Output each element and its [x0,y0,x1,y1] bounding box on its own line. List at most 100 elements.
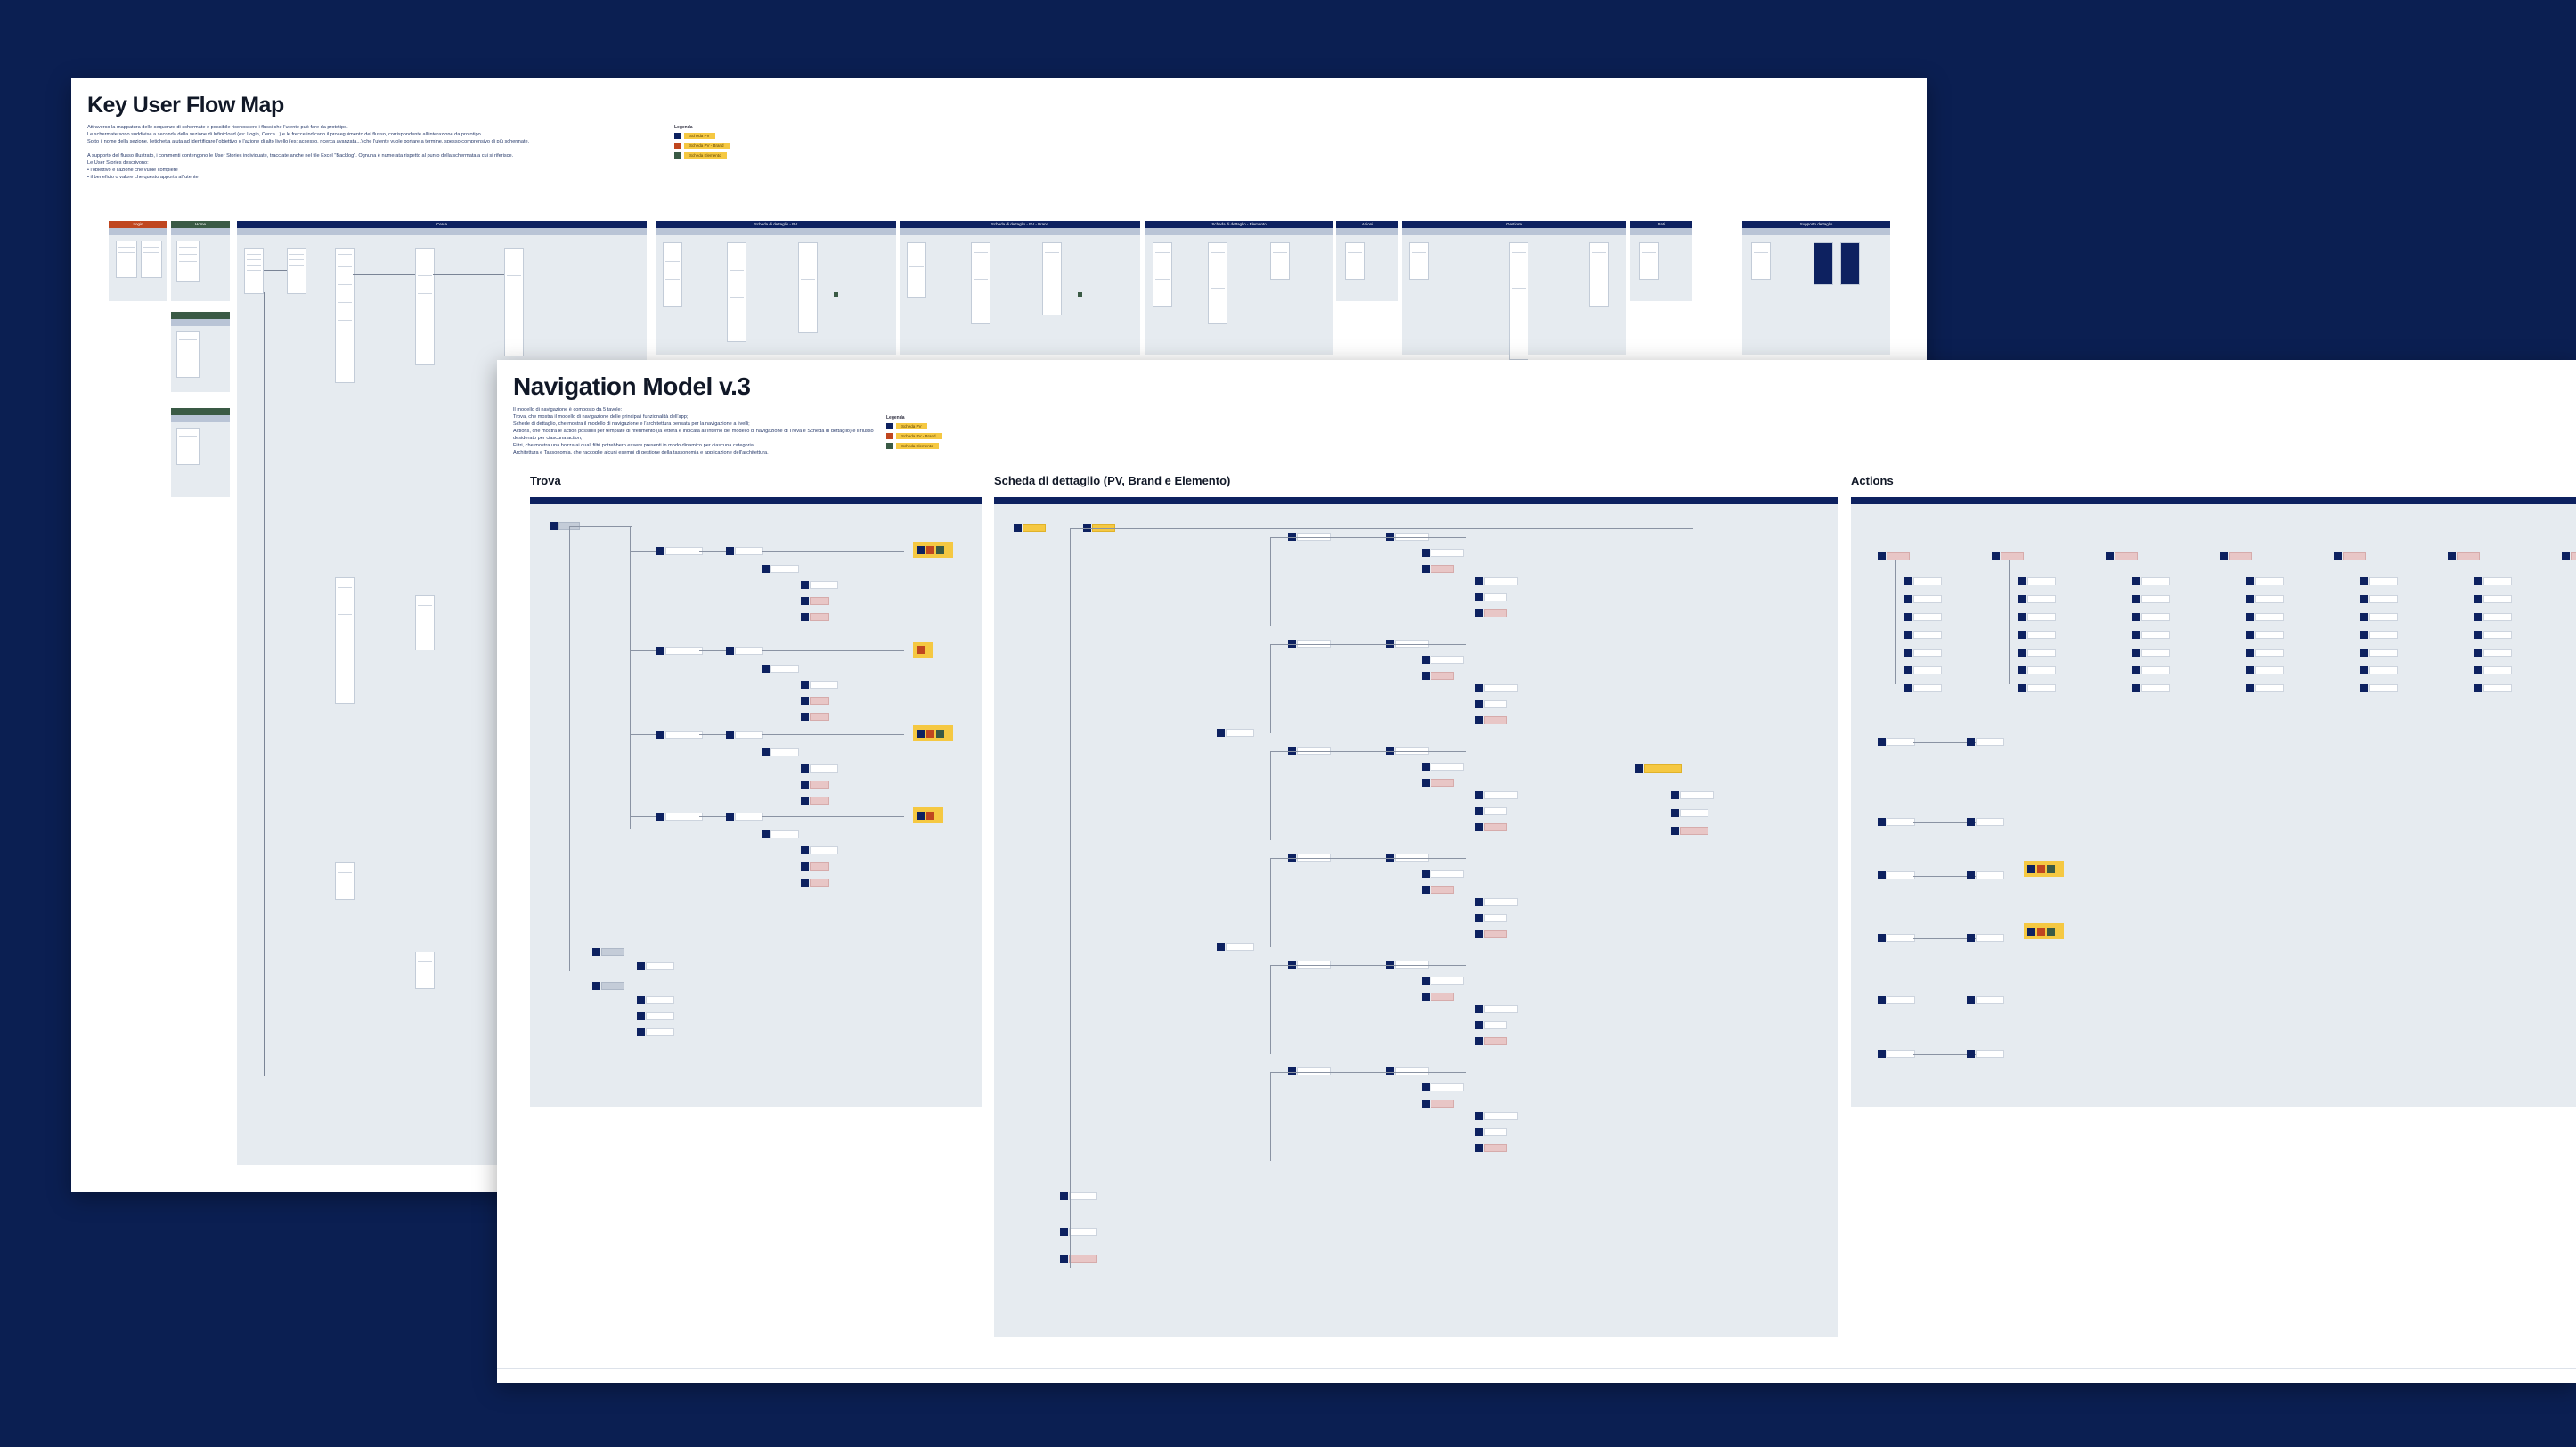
screen-thumbnail[interactable] [244,248,264,294]
nav-node[interactable] [1422,993,1454,1001]
screen-thumbnail[interactable] [663,242,682,307]
nav-node[interactable] [2132,631,2170,639]
nav-node[interactable] [2474,577,2512,585]
nav-node[interactable] [1475,791,1518,799]
nav-node[interactable] [762,665,799,673]
nav-node[interactable] [2360,684,2398,692]
screen-thumbnail[interactable] [727,242,746,342]
nav-node[interactable] [2474,613,2512,621]
nav-node[interactable] [1288,1067,1331,1075]
nav-node[interactable] [1635,764,1682,773]
nav-node[interactable] [801,764,838,773]
nav-node[interactable] [1386,747,1429,755]
nav-node[interactable] [637,996,674,1004]
nav-node[interactable] [1878,871,1915,879]
nav-node[interactable] [801,797,829,805]
screen-thumbnail[interactable] [1270,242,1290,280]
nav-node[interactable] [801,862,829,871]
nav-node[interactable] [762,830,799,838]
nav-node[interactable] [1386,1067,1429,1075]
nav-node[interactable] [1288,854,1331,862]
screen-thumbnail[interactable] [1409,242,1429,280]
nav-node[interactable] [1422,977,1464,985]
nav-node[interactable] [1904,595,1942,603]
nav-node[interactable] [2132,613,2170,621]
nav-node[interactable] [2360,666,2398,674]
screen-thumbnail[interactable] [1208,242,1227,324]
nav-node[interactable] [1878,1050,1915,1058]
nav-node[interactable] [726,647,763,655]
nav-node[interactable] [1288,961,1331,969]
nav-node[interactable] [656,813,703,821]
nav-node[interactable] [2246,684,2284,692]
nav-node[interactable] [2360,595,2398,603]
nav-node[interactable] [801,713,829,721]
screen-thumbnail[interactable] [1509,242,1528,360]
nav-node[interactable] [801,846,838,854]
nav-node[interactable] [2246,631,2284,639]
nav-node[interactable] [1475,1144,1507,1152]
nav-node[interactable] [1967,871,2004,879]
nav-node[interactable] [2474,684,2512,692]
nav-node[interactable] [801,597,829,605]
screen-thumbnail[interactable] [1345,242,1365,280]
nav-node[interactable] [801,781,829,789]
nav-node[interactable] [1878,818,1915,826]
screen-thumbnail[interactable] [1589,242,1609,307]
nav-node[interactable] [1014,524,1046,532]
nav-node[interactable] [2132,595,2170,603]
nav-node[interactable] [2474,666,2512,674]
nav-node[interactable] [1671,809,1708,817]
action-group[interactable] [2024,861,2064,877]
nav-node[interactable] [1967,934,2004,942]
nav-node[interactable] [1422,1100,1454,1108]
screen-thumbnail[interactable] [1840,242,1860,285]
nav-node[interactable] [1475,1005,1518,1013]
nav-node[interactable] [1967,818,2004,826]
nav-node[interactable] [637,962,674,970]
screen-thumbnail[interactable] [287,248,306,294]
nav-node[interactable] [1386,854,1429,862]
nav-node[interactable] [1422,672,1454,680]
nav-node[interactable] [1992,552,2024,560]
nav-node[interactable] [1967,738,2004,746]
nav-node[interactable] [1060,1228,1097,1236]
nav-node[interactable] [2246,595,2284,603]
nav-node[interactable] [2018,595,2056,603]
nav-node[interactable] [1288,533,1331,541]
nav-node[interactable] [762,748,799,756]
nav-node[interactable] [1422,870,1464,878]
nav-node[interactable] [1475,593,1507,601]
nav-node[interactable] [2474,631,2512,639]
nav-node[interactable] [2132,577,2170,585]
nav-node[interactable] [1386,533,1429,541]
nav-node[interactable] [2220,552,2252,560]
nav-node[interactable] [1422,763,1464,771]
action-group[interactable] [2024,923,2064,939]
nav-node[interactable] [2018,577,2056,585]
screen-thumbnail[interactable] [798,242,818,333]
nav-node[interactable] [1878,552,1910,560]
trova-panel[interactable] [530,497,982,1107]
nav-node[interactable] [656,547,703,555]
nav-node[interactable] [1475,898,1518,906]
nav-node[interactable] [656,647,703,655]
nav-node[interactable] [1217,729,1254,737]
screen-thumbnail[interactable] [1814,242,1833,285]
nav-node[interactable] [1878,996,1915,1004]
nav-node[interactable] [1288,747,1331,755]
nav-node[interactable] [2018,649,2056,657]
nav-node[interactable] [1475,823,1507,831]
nav-node[interactable] [2562,552,2576,560]
nav-node[interactable] [1217,943,1254,951]
nav-node[interactable] [2132,684,2170,692]
nav-node[interactable] [1878,934,1915,942]
nav-node[interactable] [1904,649,1942,657]
nav-node[interactable] [1422,779,1454,787]
nav-node[interactable] [801,681,838,689]
nav-node[interactable] [2018,666,2056,674]
nav-node[interactable] [726,813,763,821]
nav-node[interactable] [2448,552,2480,560]
action-group[interactable] [913,725,953,741]
nav-node[interactable] [1386,961,1429,969]
